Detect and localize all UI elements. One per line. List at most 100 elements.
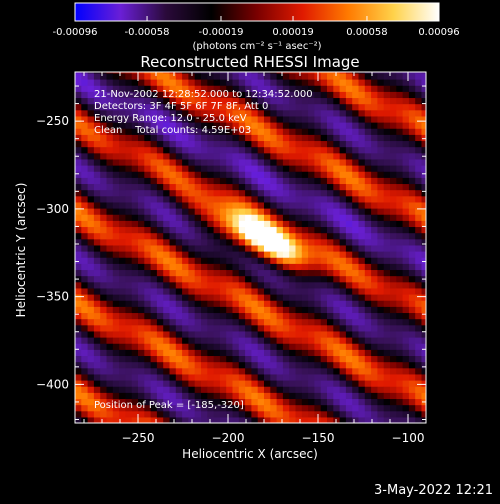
heatmap-cell <box>364 324 372 332</box>
heatmap-cell <box>408 122 416 129</box>
heatmap-cell <box>169 269 177 277</box>
heatmap-cell <box>383 281 391 289</box>
chart-title: Reconstructed RHESSI Image <box>140 53 359 71</box>
heatmap-cell <box>100 269 108 277</box>
heatmap-cell <box>421 343 426 350</box>
heatmap-cell <box>408 85 416 92</box>
heatmap-cell <box>175 177 183 185</box>
heatmap-cell <box>163 158 171 166</box>
heatmap-cell <box>75 72 82 74</box>
heatmap-cell <box>182 367 189 375</box>
heatmap-cell <box>112 392 120 400</box>
heatmap-cell <box>156 232 164 240</box>
heatmap-cell <box>100 318 108 326</box>
heatmap-cell <box>100 171 108 178</box>
heatmap-cell <box>119 269 126 277</box>
heatmap-cell <box>188 281 196 289</box>
heatmap-cell <box>383 257 391 264</box>
heatmap-cell <box>207 146 215 154</box>
heatmap-cell <box>264 300 271 307</box>
heatmap-cell <box>201 410 208 418</box>
heatmap-cell <box>238 343 246 350</box>
heatmap-cell <box>390 275 397 283</box>
heatmap-cell <box>75 251 82 258</box>
heatmap-cell <box>182 330 189 338</box>
heatmap-cell <box>226 165 234 172</box>
y-tick-label: −350 <box>36 290 69 304</box>
heatmap-cell <box>81 361 89 369</box>
heatmap-cell <box>207 416 215 423</box>
heatmap-cell <box>390 220 397 228</box>
heatmap-cell <box>169 128 177 135</box>
heatmap-cell <box>245 238 252 246</box>
heatmap-cell <box>364 343 372 350</box>
heatmap-cell <box>301 275 309 283</box>
heatmap-cell <box>87 410 95 418</box>
heatmap-cell <box>251 416 259 423</box>
heatmap-cell <box>289 232 297 240</box>
heatmap-cell <box>276 275 284 283</box>
heatmap-cell <box>93 97 101 105</box>
heatmap-cell <box>112 361 120 369</box>
heatmap-cell <box>245 232 252 240</box>
heatmap-cell <box>333 128 341 135</box>
heatmap-cell <box>270 134 278 142</box>
heatmap-cell <box>175 337 183 344</box>
heatmap-cell <box>219 386 227 393</box>
heatmap-cell <box>131 189 139 197</box>
heatmap-cell <box>314 91 322 99</box>
heatmap-cell <box>106 380 114 387</box>
heatmap-cell <box>238 183 246 191</box>
heatmap-cell <box>213 109 221 117</box>
heatmap-cell <box>112 171 120 178</box>
heatmap-cell <box>415 410 423 418</box>
heatmap-cell <box>257 134 265 142</box>
heatmap-cell <box>138 201 145 209</box>
heatmap-cell <box>182 208 189 215</box>
heatmap-cell <box>421 312 426 320</box>
heatmap-cell <box>182 281 189 289</box>
heatmap-cell <box>320 134 328 142</box>
heatmap-cell <box>87 152 95 160</box>
heatmap-cell <box>358 349 366 357</box>
heatmap-cell <box>383 140 391 148</box>
heatmap-cell <box>138 140 145 148</box>
heatmap-cell <box>182 195 189 203</box>
heatmap-cell <box>144 263 152 271</box>
heatmap-cell <box>308 85 315 92</box>
heatmap-cell <box>276 220 284 228</box>
heatmap-cell <box>163 281 171 289</box>
heatmap-cell <box>264 97 271 105</box>
heatmap-cell <box>396 275 404 283</box>
heatmap-cell <box>251 294 259 301</box>
heatmap-cell <box>390 404 397 412</box>
heatmap-cell <box>144 410 152 418</box>
heatmap-cell <box>238 355 246 363</box>
heatmap-cell <box>345 232 353 240</box>
heatmap-cell <box>207 109 215 117</box>
heatmap-cell <box>408 152 416 160</box>
heatmap-cell <box>245 214 252 221</box>
heatmap-cell <box>125 281 133 289</box>
heatmap-cell <box>270 380 278 387</box>
heatmap-cell <box>308 226 315 234</box>
heatmap-cell <box>232 177 240 185</box>
heatmap-cell <box>131 410 139 418</box>
heatmap-cell <box>106 367 114 375</box>
heatmap-cell <box>301 97 309 105</box>
heatmap-cell <box>87 367 95 375</box>
heatmap-cell <box>87 134 95 142</box>
heatmap-cell <box>175 343 183 350</box>
heatmap-cell <box>371 103 378 111</box>
heatmap-cell <box>421 214 426 221</box>
heatmap-cell <box>314 165 322 172</box>
heatmap-cell <box>339 386 347 393</box>
heatmap-cell <box>415 189 423 197</box>
heatmap-cell <box>352 214 360 221</box>
heatmap-cell <box>276 134 284 142</box>
heatmap-cell <box>238 349 246 357</box>
heatmap-cell <box>339 294 347 301</box>
heatmap-cell <box>402 165 410 172</box>
heatmap-cell <box>238 300 246 307</box>
heatmap-cell <box>320 330 328 338</box>
